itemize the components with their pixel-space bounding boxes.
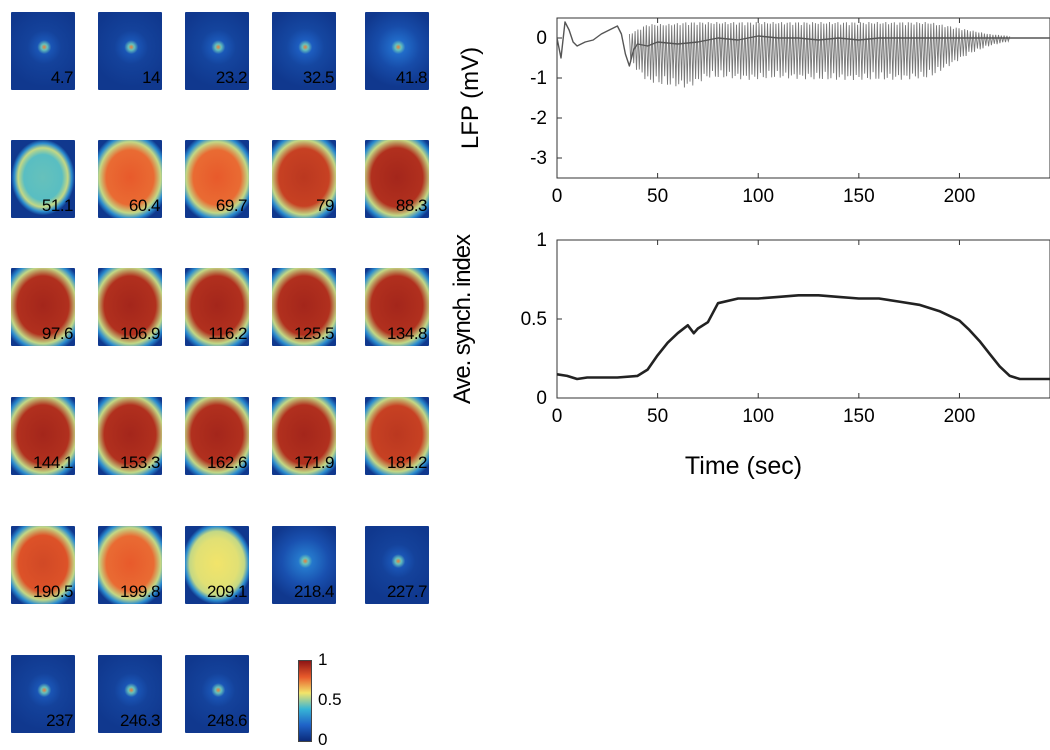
tile-time-label: 153.3 bbox=[119, 453, 161, 472]
heatmap-tile: 116.2 bbox=[185, 268, 249, 346]
heatmap-tile: 181.2 bbox=[365, 397, 429, 475]
heatmap-tile: 144.1 bbox=[11, 397, 75, 475]
tile-time-label: 116.2 bbox=[208, 324, 247, 343]
chart-1: 0 50 100 150 200 0 0.5 1 Ave. synch. index Time (… bbox=[449, 230, 1050, 480]
tile-time-label: 88.3 bbox=[395, 196, 428, 215]
tile-time-label: 181.2 bbox=[386, 453, 428, 472]
heatmap-tile: 218.4 bbox=[272, 526, 336, 604]
tile-time-label: 23.2 bbox=[215, 68, 248, 87]
tile-time-label: 246.3 bbox=[119, 711, 161, 730]
heatmap-tile: 23.2 bbox=[185, 12, 249, 90]
heatmap-tile: 79 bbox=[272, 140, 336, 218]
heatmap-tile: 246.3 bbox=[98, 655, 162, 733]
tile-time-label: 190.5 bbox=[32, 582, 74, 601]
y-tick-label: -3 bbox=[530, 148, 547, 169]
heatmap-tile: 248.6 bbox=[185, 655, 249, 733]
colorbar-mid-label: 0.5 bbox=[318, 690, 342, 709]
colorbar-gradient bbox=[298, 660, 312, 742]
heatmap-tile: 171.9 bbox=[272, 397, 336, 475]
x-tick-label: 200 bbox=[944, 406, 976, 427]
heatmap-tile: 237 bbox=[11, 655, 75, 733]
heatmap-tile: 153.3 bbox=[98, 397, 162, 475]
x-axis-label: Time (sec) bbox=[685, 452, 802, 480]
y-axis-label-line: Ave. synch. index bbox=[449, 234, 476, 404]
y-tick-label: 0 bbox=[536, 28, 547, 49]
tile-time-label: 125.5 bbox=[293, 324, 335, 343]
colorbar-min-label: 0 bbox=[318, 730, 328, 749]
y-tick-label: -2 bbox=[530, 108, 547, 129]
chart-0: 0 50 100 150 200 0 -1 -2 -3 LFP (mV) bbox=[457, 17, 1050, 207]
tile-time-label: 79 bbox=[316, 196, 334, 215]
tile-time-label: 209.1 bbox=[206, 582, 248, 601]
series-line bbox=[557, 21, 1050, 67]
heatmap-tile: 69.7 bbox=[185, 140, 249, 218]
y-tick-label: 0 bbox=[536, 388, 547, 409]
heatmap-tile: 106.9 bbox=[98, 268, 162, 346]
tile-time-label: 97.6 bbox=[41, 324, 74, 343]
series-line bbox=[557, 293, 1050, 381]
heatmap-tile: 41.8 bbox=[365, 12, 429, 90]
colorbar: 1 0.5 0 bbox=[290, 650, 370, 749]
tile-time-label: 51.1 bbox=[41, 196, 74, 215]
tile-time-label: 41.8 bbox=[395, 68, 428, 87]
tile-time-label: 14 bbox=[142, 68, 160, 87]
tile-time-label: 227.7 bbox=[386, 582, 428, 601]
tile-time-label: 106.9 bbox=[119, 324, 161, 343]
heatmap-tile: 88.3 bbox=[365, 140, 429, 218]
x-tick-label: 0 bbox=[552, 186, 563, 207]
tile-time-label: 248.6 bbox=[206, 711, 248, 730]
heatmap-tile: 162.6 bbox=[185, 397, 249, 475]
x-tick-label: 50 bbox=[647, 186, 668, 207]
tile-time-label: 162.6 bbox=[206, 453, 248, 472]
heatmap-snapshot-grid: 4.7 14 23.2 32.5 41.8 51.1 60.4 69.7 79 88.3 97.6 1… bbox=[0, 0, 440, 749]
y-axis-label: LFP (mV) bbox=[457, 47, 484, 149]
tile-time-label: 134.8 bbox=[386, 324, 428, 343]
heatmap-tile: 97.6 bbox=[11, 268, 75, 346]
plot-frame bbox=[556, 239, 1050, 399]
heatmap-tile: 14 bbox=[98, 12, 162, 90]
tile-time-label: 237 bbox=[46, 711, 73, 730]
x-tick-label: 100 bbox=[742, 406, 774, 427]
heatmap-tile: 209.1 bbox=[185, 526, 249, 604]
y-tick-label: 0.5 bbox=[521, 309, 547, 330]
colorbar-max-label: 1 bbox=[318, 650, 328, 669]
heatmap-tile: 227.7 bbox=[365, 526, 429, 604]
y-tick-label: -1 bbox=[530, 68, 547, 89]
heatmap-tile: 125.5 bbox=[272, 268, 336, 346]
heatmap-tile: 51.1 bbox=[11, 140, 75, 218]
tile-time-label: 69.7 bbox=[215, 196, 248, 215]
heatmap-tile: 4.7 bbox=[11, 12, 75, 90]
tile-time-label: 32.5 bbox=[302, 68, 335, 87]
heatmap-tile: 199.8 bbox=[98, 526, 162, 604]
x-tick-label: 100 bbox=[742, 186, 774, 207]
tile-time-label: 218.4 bbox=[293, 582, 335, 601]
heatmap-tile: 60.4 bbox=[98, 140, 162, 218]
x-tick-label: 150 bbox=[843, 406, 875, 427]
lfp-oscillation-trace bbox=[628, 21, 1011, 88]
heatmap-tile: 32.5 bbox=[272, 12, 336, 90]
tile-time-label: 4.7 bbox=[50, 68, 74, 87]
tile-time-label: 60.4 bbox=[128, 196, 161, 215]
tile-time-label: 144.1 bbox=[32, 453, 74, 472]
heatmap-tile: 190.5 bbox=[11, 526, 75, 604]
x-tick-label: 50 bbox=[647, 406, 668, 427]
x-tick-label: 200 bbox=[944, 186, 976, 207]
plot-frame bbox=[556, 17, 1050, 179]
tile-time-label: 199.8 bbox=[119, 582, 161, 601]
heatmap-tile: 134.8 bbox=[365, 268, 429, 346]
y-axis-label: Ave. synch. index bbox=[449, 234, 476, 404]
x-tick-label: 150 bbox=[843, 186, 875, 207]
x-tick-label: 0 bbox=[552, 406, 563, 427]
tile-time-label: 171.9 bbox=[293, 453, 335, 472]
y-tick-label: 1 bbox=[536, 230, 547, 251]
